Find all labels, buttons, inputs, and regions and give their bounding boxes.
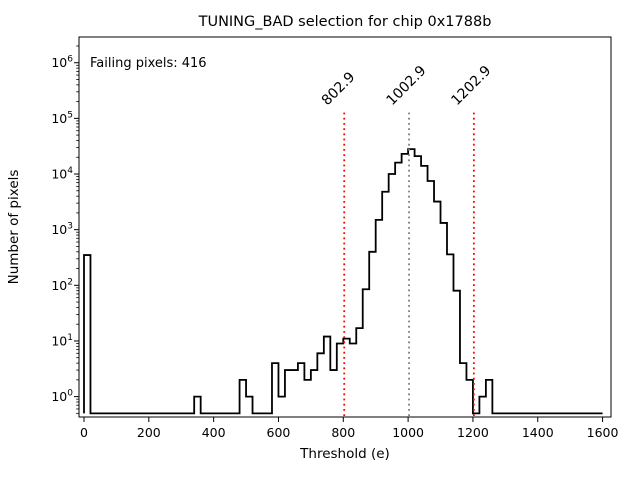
histogram-step-line: [83, 148, 603, 415]
x-axis-label: Threshold (e): [299, 446, 390, 462]
x-tick-label: 800: [331, 425, 355, 440]
x-tick-label: 1000: [392, 425, 424, 440]
threshold-vline-label: 1002.9: [384, 63, 430, 109]
y-tick-label: 104: [51, 166, 73, 182]
x-tick-label: 200: [137, 425, 161, 440]
x-tick-label: 1200: [457, 425, 489, 440]
y-tick-label: 106: [51, 55, 73, 71]
y-tick-label: 102: [51, 277, 73, 293]
chart-title: TUNING_BAD selection for chip 0x1788b: [198, 14, 492, 30]
failing-pixels-annotation: Failing pixels: 416: [90, 56, 207, 71]
y-tick-label: 103: [51, 222, 73, 238]
y-tick-label: 105: [51, 110, 73, 126]
plot-frame: [78, 36, 612, 418]
threshold-lines-group: 802.9 1002.9 1202.9: [319, 63, 494, 416]
x-tick-label: 1600: [587, 425, 619, 440]
x-tick-label: 1400: [522, 425, 554, 440]
x-tick-label: 600: [267, 425, 291, 440]
y-tick-label: 100: [51, 389, 73, 405]
histogram-series-group: [83, 148, 603, 415]
axes-group: 0 200 400 600 800 1000 1200 1400 1600 100 101 102 10…: [51, 36, 619, 440]
y-tick-label: 101: [51, 333, 73, 349]
x-tick-label: 0: [80, 425, 88, 440]
threshold-vline-label: 802.9: [319, 69, 359, 109]
threshold-vline-label: 1202.9: [448, 63, 494, 109]
y-axis-label: Number of pixels: [6, 170, 22, 285]
x-tick-label: 400: [202, 425, 226, 440]
